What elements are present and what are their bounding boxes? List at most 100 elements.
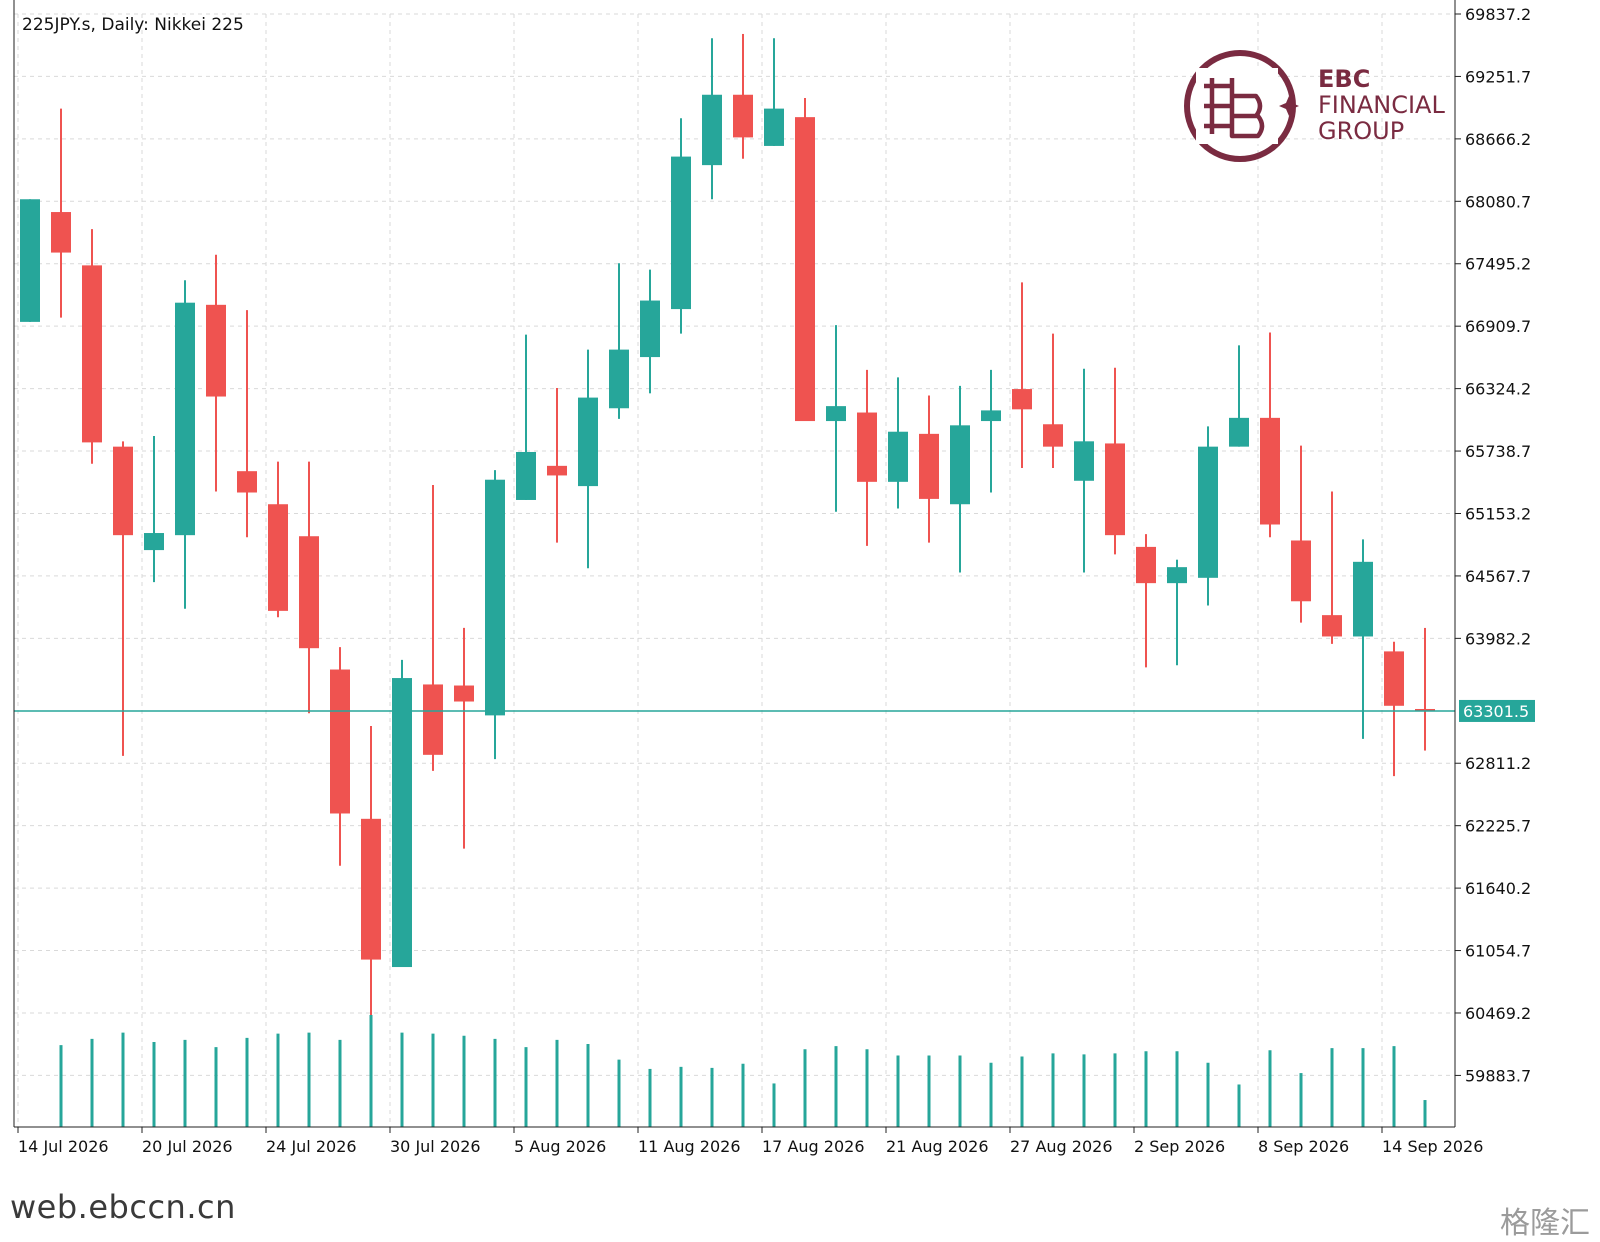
candle-body <box>454 685 474 702</box>
candle <box>1291 445 1311 623</box>
y-tick-label: 63982.2 <box>1465 629 1531 648</box>
y-tick-label: 67495.2 <box>1465 255 1531 274</box>
candle-body <box>1322 615 1342 637</box>
candle <box>1322 491 1342 644</box>
candle-body <box>1136 546 1156 584</box>
current-price-tag-bg <box>1459 699 1535 722</box>
x-tick-label: 11 Aug 2026 <box>638 1137 741 1156</box>
y-tick-label: 61640.2 <box>1465 879 1531 898</box>
x-tick-label: 24 Jul 2026 <box>266 1137 357 1156</box>
candle <box>423 485 443 771</box>
candle <box>454 627 474 849</box>
candle <box>547 388 567 543</box>
candle-body <box>733 94 753 138</box>
website-watermark: web.ebccn.cn <box>10 1188 236 1226</box>
candle <box>733 33 753 159</box>
candle-body <box>671 156 691 310</box>
x-tick-label: 30 Jul 2026 <box>390 1137 481 1156</box>
logo-line-2: FINANCIAL <box>1318 91 1445 119</box>
candle-body <box>51 212 71 253</box>
candle <box>1167 559 1187 666</box>
x-tick-label: 21 Aug 2026 <box>886 1137 989 1156</box>
candle <box>764 38 784 146</box>
y-tick-label: 69837.2 <box>1465 5 1531 24</box>
candle <box>206 254 226 492</box>
candle-body <box>950 425 970 505</box>
logo-line-3: GROUP <box>1318 117 1405 145</box>
candle <box>1260 332 1280 538</box>
candle-body <box>981 410 1001 422</box>
candle-body <box>423 684 443 755</box>
candle <box>609 263 629 419</box>
candle-body <box>1229 417 1249 447</box>
candle-body <box>516 451 536 500</box>
candle <box>330 647 350 866</box>
candle <box>826 325 846 512</box>
candle-body <box>330 669 350 814</box>
x-tick-label: 2 Sep 2026 <box>1134 1137 1225 1156</box>
candle <box>702 38 722 200</box>
candle <box>950 385 970 573</box>
candle <box>888 377 908 509</box>
candle-body <box>888 431 908 482</box>
y-tick-label: 68666.2 <box>1465 130 1531 149</box>
candle-body <box>640 300 660 358</box>
candle-body <box>1012 389 1032 410</box>
candle-body <box>919 433 939 499</box>
candle-body <box>299 536 319 649</box>
x-tick-label: 17 Aug 2026 <box>762 1137 865 1156</box>
candle-body <box>113 446 133 536</box>
x-tick-label: 14 Jul 2026 <box>18 1137 109 1156</box>
y-tick-label: 68080.7 <box>1465 192 1531 211</box>
candle-body <box>1167 567 1187 584</box>
candle <box>1415 627 1435 751</box>
candle <box>144 435 164 583</box>
x-axis: 14 Jul 2026 20 Jul 2026 24 Jul 2026 30 Jul … <box>17 1127 1483 1156</box>
candle <box>1105 367 1125 555</box>
candle-body <box>268 504 288 611</box>
candle-body <box>82 265 102 443</box>
candles <box>20 33 1435 1016</box>
y-tick-label: 61054.7 <box>1465 942 1531 961</box>
candle-body <box>144 533 164 551</box>
y-tick-label: 65738.7 <box>1465 442 1531 461</box>
candle-body <box>1415 708 1435 711</box>
y-tick-label: 60469.2 <box>1465 1004 1531 1023</box>
y-tick-label: 59883.7 <box>1465 1066 1531 1085</box>
candle <box>361 726 381 1016</box>
y-tick-label: 66909.7 <box>1465 317 1531 336</box>
candle <box>578 349 598 569</box>
candle <box>1074 368 1094 573</box>
candle-body <box>609 349 629 409</box>
current-price-tag: 63301.5 <box>1459 699 1535 722</box>
candle-body <box>175 302 195 536</box>
y-tick-label: 62225.7 <box>1465 817 1531 836</box>
candle <box>113 441 133 756</box>
candle <box>1353 539 1373 739</box>
y-tick-label: 62811.2 <box>1465 754 1531 773</box>
plot-frame <box>13 0 1456 1128</box>
x-tick-label: 8 Sep 2026 <box>1258 1137 1349 1156</box>
candle <box>237 310 257 538</box>
candle <box>485 470 505 760</box>
candle-body <box>1074 441 1094 481</box>
candle-body <box>485 479 505 716</box>
candle <box>981 369 1001 493</box>
candle <box>1384 641 1404 777</box>
candle-body <box>237 471 257 493</box>
candle <box>392 659 412 968</box>
y-axis: 69837.2 69251.7 68666.2 68080.7 67495.2 66909… <box>1455 5 1535 1085</box>
ebc-logo-icon <box>1184 50 1299 162</box>
candle <box>175 280 195 609</box>
candle <box>268 461 288 618</box>
candle-body <box>578 397 598 487</box>
candle <box>1198 426 1218 606</box>
y-tick-label: 64567.7 <box>1465 567 1531 586</box>
y-tick-label: 69251.7 <box>1465 67 1531 86</box>
candle-body <box>1353 561 1373 637</box>
y-tick-label: 66324.2 <box>1465 380 1531 399</box>
candle-body <box>361 818 381 960</box>
candle <box>671 118 691 334</box>
candle <box>51 108 71 318</box>
candle <box>857 369 877 546</box>
